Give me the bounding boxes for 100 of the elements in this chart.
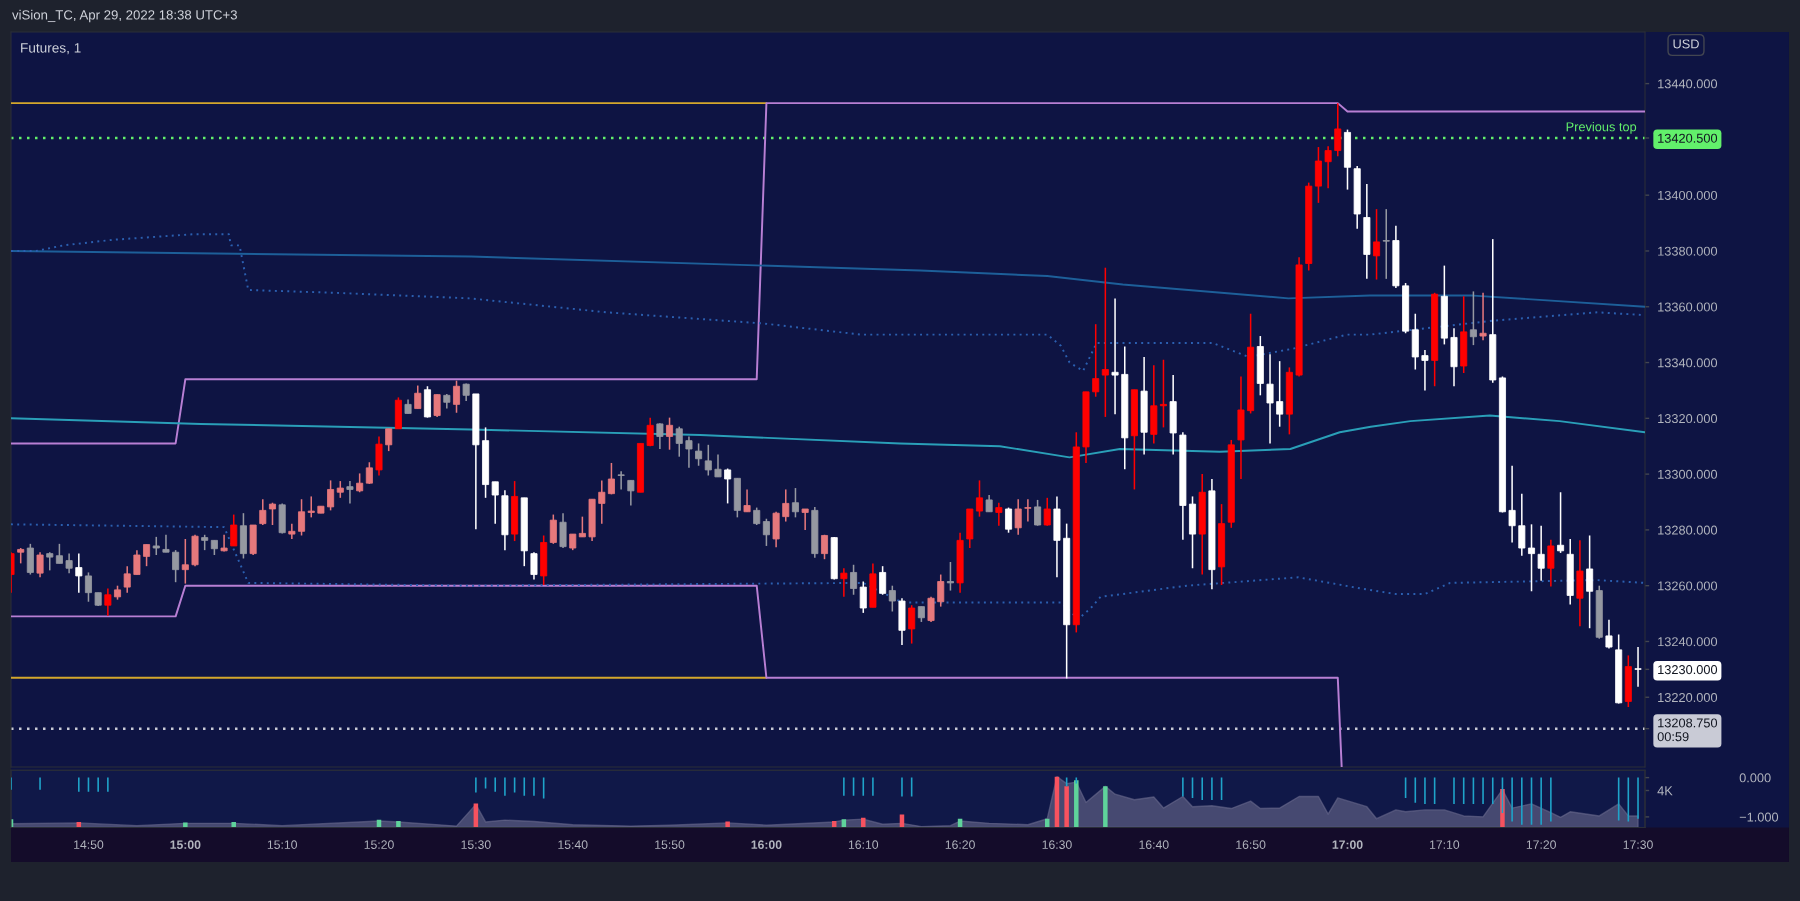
- candlestick: [762, 517, 770, 547]
- candlestick: [1005, 506, 1013, 534]
- candlestick: [685, 435, 693, 469]
- candlestick: [530, 551, 538, 581]
- candlestick: [1024, 498, 1032, 523]
- candlestick: [46, 551, 54, 572]
- candlestick: [646, 416, 654, 447]
- candlestick: [259, 498, 267, 526]
- candlestick: [801, 508, 809, 531]
- candlestick: [656, 422, 664, 450]
- candlestick: [1421, 349, 1429, 392]
- candlestick: [491, 481, 499, 525]
- y-tick-label: 13420.500: [1658, 133, 1718, 143]
- candlestick: [1605, 619, 1613, 650]
- bar: [231, 821, 236, 828]
- candlestick: [220, 534, 228, 553]
- candlestick: [859, 580, 867, 614]
- candlestick: [791, 487, 799, 519]
- candlestick: [1373, 208, 1381, 281]
- candlestick: [1111, 297, 1119, 415]
- candlestick: [1159, 358, 1167, 429]
- candlestick: [821, 534, 829, 560]
- line-series: [11, 250, 1645, 308]
- y-tick-label: 13300.000: [1658, 469, 1718, 479]
- candlestick: [724, 467, 732, 505]
- candlestick: [1634, 646, 1642, 688]
- y-tick-label: 13230.000: [1658, 665, 1718, 675]
- line-series: [11, 414, 1645, 459]
- candlestick: [840, 567, 848, 598]
- bar: [396, 821, 401, 828]
- candlestick: [152, 536, 160, 556]
- candlestick: [1557, 491, 1565, 554]
- bar: [1103, 786, 1108, 828]
- y-tick-label: 13240.000: [1658, 637, 1718, 647]
- candlestick: [1528, 523, 1536, 593]
- x-tick-label: 14:50: [74, 840, 104, 849]
- candlestick: [607, 462, 615, 496]
- candlestick: [133, 549, 141, 576]
- y-tick-label: 13400.000: [1658, 190, 1718, 200]
- candlestick: [617, 470, 625, 491]
- x-tick-label: 16:30: [1042, 840, 1072, 849]
- x-tick-label: 17:00: [1332, 840, 1363, 849]
- candlestick: [1586, 534, 1594, 629]
- candlestick: [230, 513, 238, 547]
- candlestick: [782, 488, 790, 523]
- candlestick: [1101, 266, 1109, 418]
- y-tick-label: 13360.000: [1658, 302, 1718, 312]
- candlestick: [850, 564, 858, 596]
- y-tick-label: 13440.000: [1658, 79, 1718, 89]
- candlestick: [1479, 292, 1487, 341]
- candlestick: [162, 534, 170, 553]
- candlestick: [1508, 464, 1516, 544]
- candlestick: [1034, 499, 1042, 527]
- candlestick: [627, 479, 635, 507]
- candlestick: [1043, 497, 1051, 527]
- candlestick: [704, 444, 712, 477]
- candlestick: [888, 584, 896, 613]
- y-axis-title: USD: [1673, 39, 1699, 49]
- candlestick: [549, 513, 557, 545]
- candlestick: [143, 543, 151, 567]
- candlestick: [598, 479, 606, 525]
- candlestick: [1334, 102, 1342, 157]
- x-tick-label: 17:30: [1623, 840, 1653, 849]
- candlestick: [453, 379, 461, 414]
- candlestick: [927, 596, 935, 623]
- y-tick-label: 13380.000: [1658, 246, 1718, 256]
- bar: [861, 817, 866, 828]
- candlestick: [975, 479, 983, 518]
- candlestick: [1537, 524, 1545, 582]
- text: Futures, 1: [21, 43, 81, 55]
- x-tick-label: 17:10: [1429, 840, 1460, 849]
- x-tick-label: 16:20: [945, 840, 975, 849]
- candlestick: [172, 549, 180, 583]
- y-tick-label: 13280.000: [1658, 525, 1718, 535]
- y2-tick-label: −1.000: [1739, 812, 1779, 822]
- x-tick-label: 15:50: [655, 840, 685, 849]
- chart-title: viSion_TC, Apr 29, 2022 18:38 UTC+3: [12, 9, 237, 23]
- candlestick: [1324, 145, 1332, 189]
- candlestick: [288, 522, 296, 540]
- candlestick: [675, 425, 683, 458]
- candlestick: [1547, 538, 1555, 588]
- candlestick: [666, 416, 674, 451]
- x-tick-label: 17:20: [1526, 840, 1556, 849]
- candlestick: [743, 488, 751, 513]
- candlestick: [908, 604, 916, 645]
- x-tick-label: 16:00: [751, 840, 782, 849]
- candlestick: [1382, 208, 1390, 280]
- x-tick-label: 15:00: [170, 840, 201, 849]
- y-tick-label: 13220.000: [1658, 692, 1718, 703]
- line-series: [11, 584, 1343, 767]
- candlestick: [346, 480, 354, 505]
- candlestick: [36, 551, 44, 579]
- x-tick-label: 15:20: [364, 840, 394, 849]
- y-tick-label: 13208.750 00:59: [1657, 718, 1718, 742]
- y-tick-label: 4K: [1657, 786, 1673, 796]
- line-series: [11, 102, 1645, 445]
- candlestick: [995, 501, 1003, 527]
- x-tick-label: 16:10: [848, 840, 879, 849]
- candlestick: [1092, 323, 1100, 398]
- candlestick: [1518, 492, 1526, 557]
